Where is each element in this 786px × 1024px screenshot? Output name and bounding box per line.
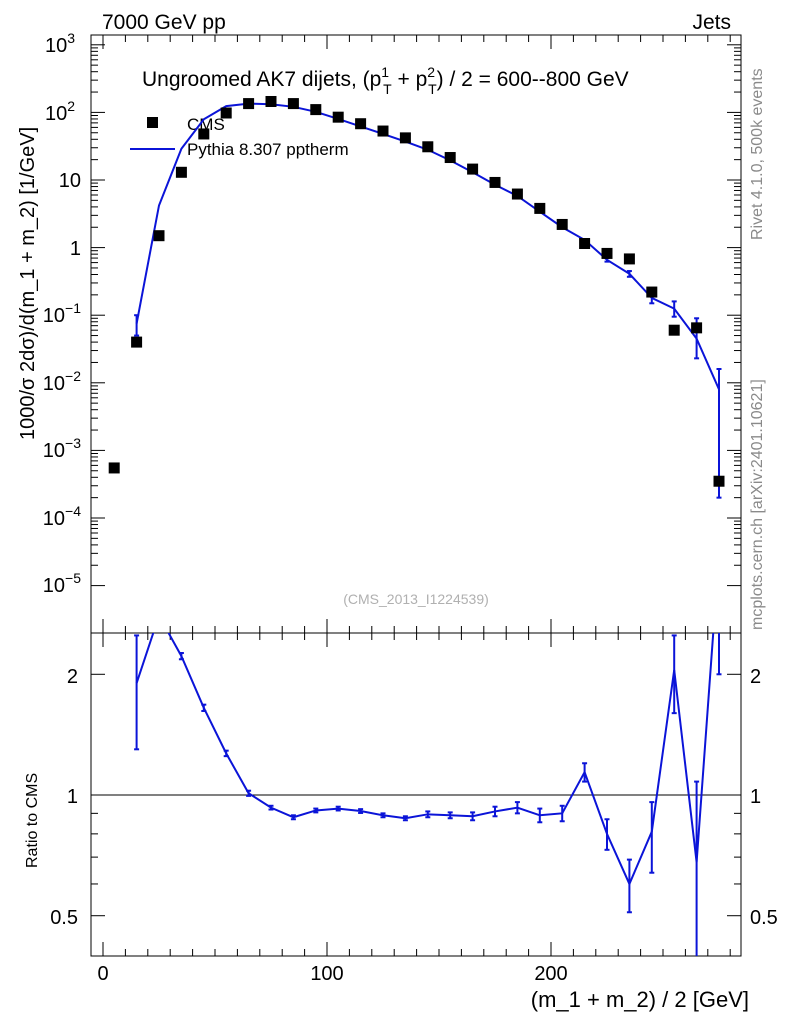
rivet-version-label: Rivet 4.1.0, 500k events	[749, 68, 766, 240]
xtick-100: 100	[310, 963, 343, 985]
header-energy-label: 7000 GeV pp	[102, 11, 226, 34]
analysis-watermark: (CMS_2013_I1224539)	[343, 591, 489, 607]
cms-data-point	[556, 218, 568, 230]
cms-data-point	[467, 163, 479, 175]
ytick-label-1e-5: 10−5	[43, 570, 81, 597]
cms-data-point	[310, 104, 322, 116]
cms-data-point	[131, 336, 143, 348]
cms-data-point	[175, 166, 187, 178]
ytick-label-1e-4: 10−4	[43, 503, 81, 530]
cms-data-point	[489, 176, 501, 188]
cms-data-point	[713, 475, 725, 487]
ratio-ytick-2-left: 2	[67, 666, 78, 688]
cms-data-point	[198, 128, 210, 140]
ytick-label-1: 1	[70, 238, 81, 260]
cms-data-point	[153, 230, 165, 242]
cms-data-point	[377, 125, 389, 137]
ratio-ytick-05-right: 0.5	[750, 907, 778, 929]
legend-cms-marker	[147, 117, 158, 128]
mcplots-label: mcplots.cern.ch [arXiv:2401.10621]	[749, 379, 766, 630]
header-jets-label: Jets	[692, 11, 731, 34]
main-ylabel: 1000/σ 2dσ)/d(m_1 + m_2) [1/GeV]	[17, 127, 39, 440]
ratio-ytick-1-left: 1	[67, 786, 78, 808]
ytick-label-1e-3: 10−3	[43, 435, 81, 462]
ytick-label-1e-2: 10−2	[43, 368, 81, 395]
cms-data-point	[579, 237, 591, 249]
ratio-ylabel: Ratio to CMS	[24, 773, 41, 868]
cms-data-point	[511, 188, 523, 200]
xtick-0: 0	[97, 963, 108, 985]
xtick-200: 200	[534, 963, 567, 985]
main-cms-series	[108, 95, 725, 487]
ytick-label-1e2: 102	[45, 98, 75, 125]
cms-data-point	[265, 95, 277, 107]
main-plot-title: Ungroomed AK7 dijets, (p1 T + p2 T) / 2 = …	[142, 64, 629, 97]
ratio-ytick-1-right: 1	[750, 786, 761, 808]
cms-data-point	[108, 462, 120, 474]
cms-data-point	[220, 107, 232, 119]
cms-data-point	[399, 132, 411, 144]
cms-data-point	[534, 202, 546, 214]
cms-data-point	[355, 118, 367, 130]
cms-data-point	[422, 141, 434, 153]
cms-data-point	[668, 324, 680, 336]
cms-data-point	[646, 286, 658, 298]
cms-data-point	[623, 253, 635, 265]
cms-data-point	[691, 322, 703, 334]
cms-data-point	[444, 152, 456, 164]
legend-mc-label: Pythia 8.307 pptherm	[187, 140, 349, 159]
main-ytick-labels: 103 102 10 1 10−1 10−2 10−3 10−4 10−5	[43, 30, 81, 597]
legend: CMS Pythia 8.307 pptherm	[130, 115, 349, 159]
main-mc-series	[134, 102, 722, 499]
xlabel: (m_1 + m_2) / 2 [GeV]	[531, 987, 749, 1012]
ytick-label-10: 10	[59, 170, 81, 192]
main-plot-ticks	[91, 35, 741, 633]
cms-data-point	[332, 111, 344, 123]
cms-data-point	[243, 98, 255, 110]
cms-data-point	[287, 98, 299, 110]
ytick-label-1e-1: 10−1	[43, 300, 81, 327]
cms-data-point	[601, 247, 613, 259]
ytick-label-1e3: 103	[45, 30, 75, 57]
ratio-ytick-05-left: 0.5	[50, 907, 78, 929]
ratio-ytick-2-right: 2	[750, 666, 761, 688]
ratio-mc-series	[134, 633, 722, 956]
